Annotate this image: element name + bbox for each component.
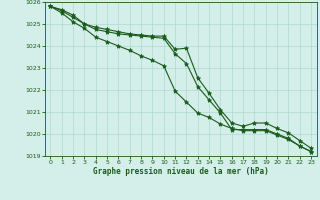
X-axis label: Graphe pression niveau de la mer (hPa): Graphe pression niveau de la mer (hPa) bbox=[93, 167, 269, 176]
